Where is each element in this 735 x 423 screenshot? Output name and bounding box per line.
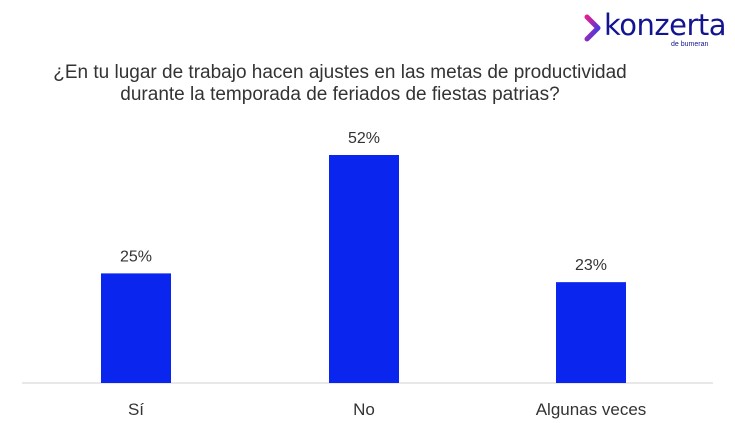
bar-2 bbox=[329, 155, 399, 383]
chevron-right-icon bbox=[584, 14, 601, 42]
bar-1 bbox=[101, 273, 171, 383]
x-tick-label-3: Algunas veces bbox=[536, 400, 647, 419]
chart-title-line-2: durante la temporada de feriados de fies… bbox=[120, 84, 560, 105]
brand-tagline: de bumeran bbox=[671, 41, 709, 48]
data-label-1: 25% bbox=[120, 248, 152, 265]
bar-3 bbox=[556, 282, 626, 383]
brand-logo: konzerta de bumeran bbox=[584, 8, 727, 48]
data-label-2: 52% bbox=[348, 130, 380, 147]
x-tick-label-2: No bbox=[353, 400, 375, 419]
chart-title: ¿En tu lugar de trabajo hacen ajustes en… bbox=[20, 62, 660, 106]
chart-title-line-1: ¿En tu lugar de trabajo hacen ajustes en… bbox=[53, 62, 627, 83]
data-label-3: 23% bbox=[575, 257, 607, 274]
x-tick-label-1: Sí bbox=[128, 400, 144, 419]
brand-name: konzerta bbox=[604, 8, 727, 42]
